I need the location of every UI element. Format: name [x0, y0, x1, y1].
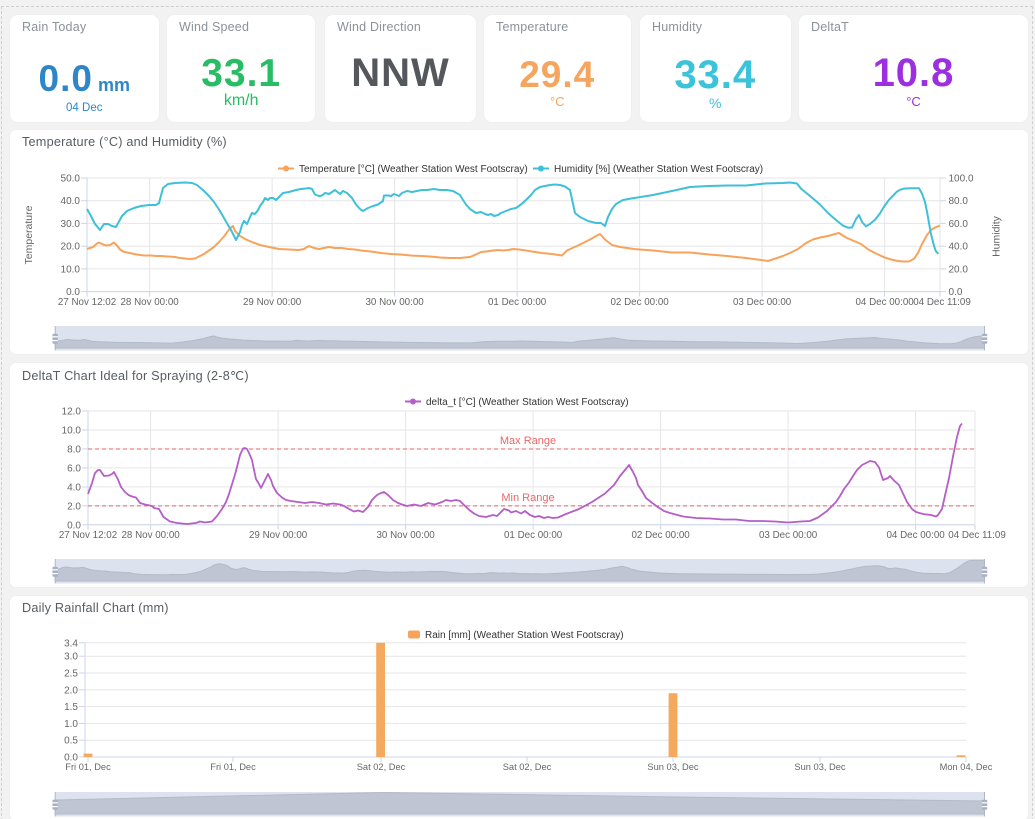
svg-text:0.5: 0.5: [64, 736, 78, 747]
svg-text:50.0: 50.0: [61, 174, 81, 185]
svg-text:80.0: 80.0: [949, 196, 969, 207]
svg-text:01 Dec 00:00: 01 Dec 00:00: [488, 297, 547, 308]
svg-text:Temperature: Temperature: [23, 205, 35, 264]
svg-text:1.0: 1.0: [64, 719, 78, 730]
svg-text:Max Range: Max Range: [500, 435, 556, 447]
svg-text:29 Nov 00:00: 29 Nov 00:00: [249, 530, 308, 541]
svg-text:30 Nov 00:00: 30 Nov 00:00: [365, 297, 424, 308]
svg-text:Humidity [%] (Weather Station: Humidity [%] (Weather Station West Foots…: [554, 164, 763, 175]
svg-text:delta_t [°C] (Weather Station: delta_t [°C] (Weather Station West Foots…: [426, 397, 629, 408]
svg-text:Sun 03, Dec: Sun 03, Dec: [647, 762, 699, 772]
svg-text:04 Dec 00:00: 04 Dec 00:00: [855, 297, 914, 308]
svg-text:3.0: 3.0: [64, 652, 78, 663]
svg-text:29 Nov 00:00: 29 Nov 00:00: [243, 297, 302, 308]
svg-text:2.0: 2.0: [67, 501, 81, 512]
svg-text:02 Dec 00:00: 02 Dec 00:00: [610, 297, 669, 308]
svg-text:Fri 01, Dec: Fri 01, Dec: [210, 762, 256, 772]
svg-text:100.0: 100.0: [949, 174, 974, 185]
svg-text:8.0: 8.0: [67, 444, 81, 455]
svg-text:12.0: 12.0: [62, 407, 82, 418]
svg-text:0.0: 0.0: [66, 287, 80, 298]
svg-text:Min Range: Min Range: [501, 492, 554, 504]
svg-text:27 Nov 12:02: 27 Nov 12:02: [58, 297, 116, 308]
svg-text:03 Dec 00:00: 03 Dec 00:00: [759, 530, 818, 541]
svg-text:Sun 03, Dec: Sun 03, Dec: [794, 762, 846, 772]
svg-text:Mon 04, Dec: Mon 04, Dec: [940, 762, 993, 772]
svg-text:0.0: 0.0: [64, 753, 78, 764]
svg-text:02 Dec 00:00: 02 Dec 00:00: [631, 530, 690, 541]
svg-text:30.0: 30.0: [61, 219, 81, 230]
svg-text:04 Dec 11:09: 04 Dec 11:09: [913, 297, 971, 308]
svg-text:Humidity: Humidity: [991, 215, 1003, 257]
svg-text:Sat 02, Dec: Sat 02, Dec: [357, 762, 406, 772]
svg-text:Fri 01, Dec: Fri 01, Dec: [65, 762, 111, 772]
svg-text:60.0: 60.0: [949, 219, 969, 230]
svg-text:04 Dec 11:09: 04 Dec 11:09: [948, 530, 1006, 541]
svg-text:Sat 02, Dec: Sat 02, Dec: [503, 762, 552, 772]
svg-text:6.0: 6.0: [67, 463, 81, 474]
svg-text:1.5: 1.5: [64, 702, 78, 713]
svg-text:10.0: 10.0: [61, 264, 81, 275]
svg-text:04 Dec 00:00: 04 Dec 00:00: [886, 530, 945, 541]
svg-text:3.4: 3.4: [64, 638, 78, 649]
svg-text:40.0: 40.0: [949, 242, 969, 253]
svg-text:Rain [mm] (Weather Station Wes: Rain [mm] (Weather Station West Footscra…: [425, 630, 624, 641]
svg-text:2.0: 2.0: [64, 685, 78, 696]
svg-text:27 Nov 12:02: 27 Nov 12:02: [59, 530, 117, 541]
svg-text:10.0: 10.0: [62, 426, 82, 437]
svg-text:28 Nov 00:00: 28 Nov 00:00: [120, 297, 179, 308]
svg-text:0.0: 0.0: [949, 287, 963, 298]
svg-text:20.0: 20.0: [949, 264, 969, 275]
svg-text:2.5: 2.5: [64, 669, 78, 680]
svg-text:30 Nov 00:00: 30 Nov 00:00: [376, 530, 435, 541]
svg-text:28 Nov 00:00: 28 Nov 00:00: [121, 530, 180, 541]
svg-text:20.0: 20.0: [61, 242, 81, 253]
svg-text:40.0: 40.0: [61, 196, 81, 207]
svg-text:03 Dec 00:00: 03 Dec 00:00: [733, 297, 792, 308]
svg-text:Temperature [°C] (Weather Stat: Temperature [°C] (Weather Station West F…: [299, 164, 528, 175]
svg-text:01 Dec 00:00: 01 Dec 00:00: [504, 530, 563, 541]
svg-text:0.0: 0.0: [67, 520, 81, 531]
svg-text:4.0: 4.0: [67, 482, 81, 493]
